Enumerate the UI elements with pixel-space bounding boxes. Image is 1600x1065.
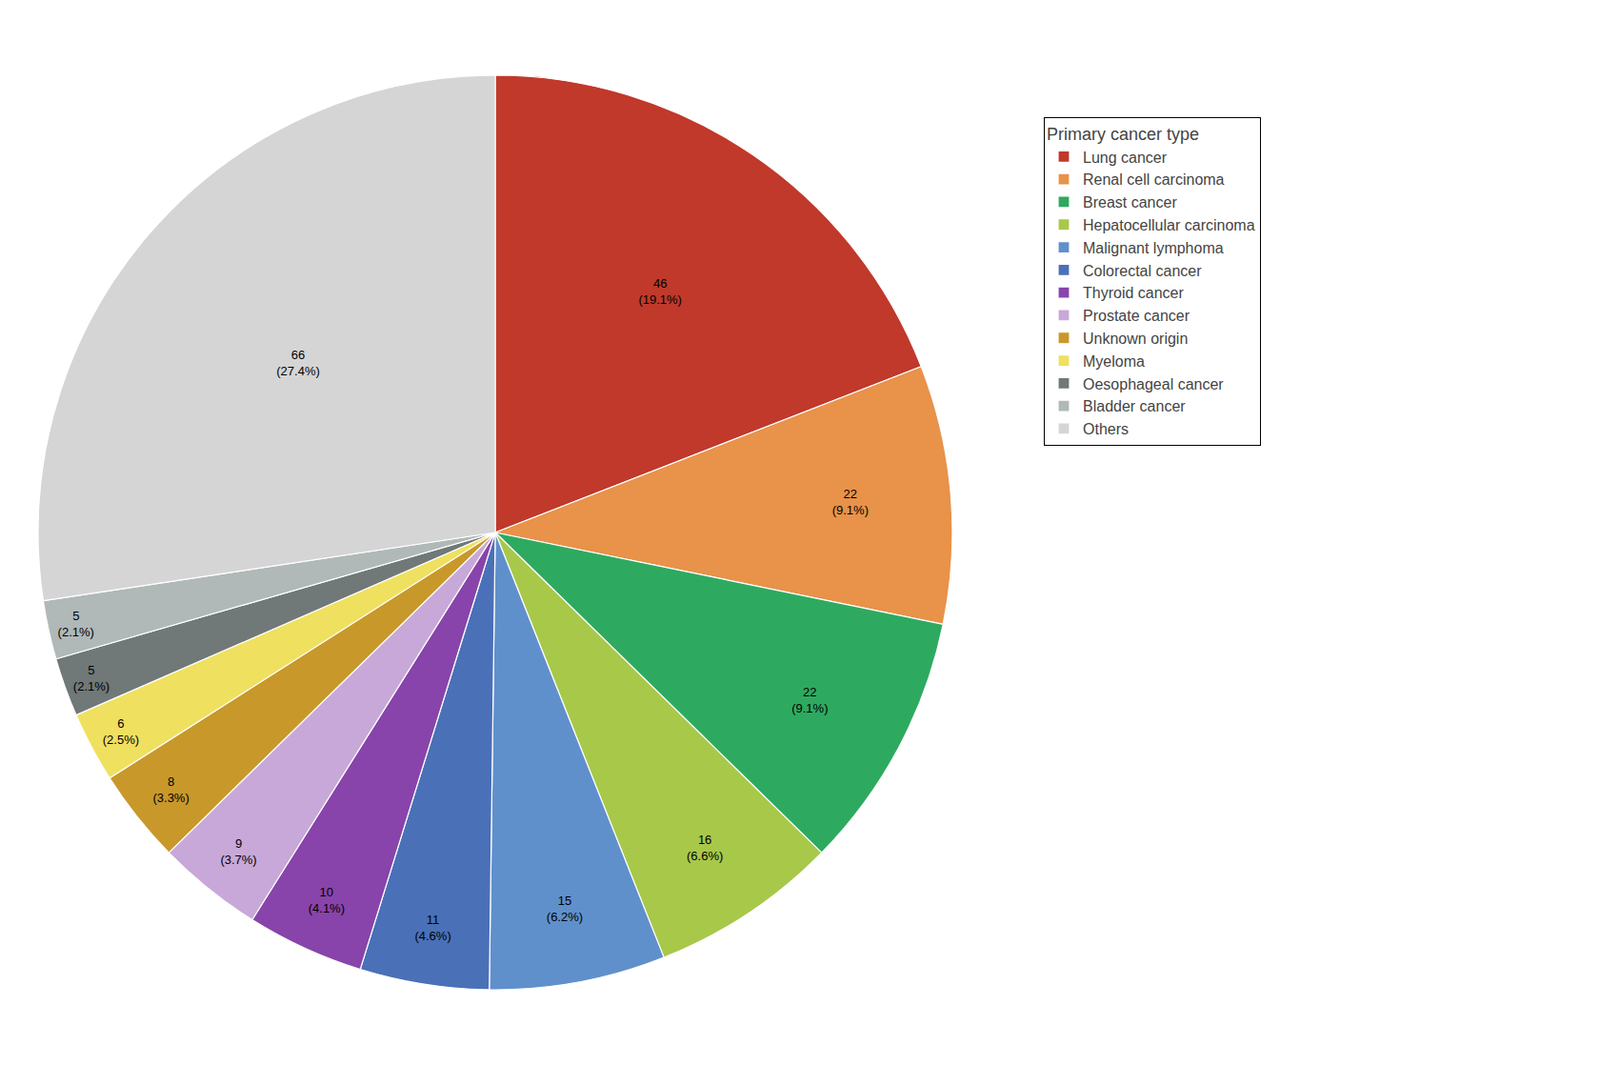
svg-text:Renal cell carcinoma: Renal cell carcinoma: [1082, 171, 1225, 188]
svg-text:16(6.6%): 16(6.6%): [686, 832, 723, 863]
svg-text:Prostate cancer: Prostate cancer: [1082, 307, 1191, 324]
svg-text:Oesophageal cancer: Oesophageal cancer: [1082, 376, 1224, 393]
svg-text:Thyroid cancer: Thyroid cancer: [1082, 284, 1184, 301]
svg-text:Lung cancer: Lung cancer: [1082, 149, 1168, 166]
svg-text:46(19.1%): 46(19.1%): [638, 276, 682, 307]
svg-text:5(2.1%): 5(2.1%): [58, 608, 95, 640]
svg-text:22(9.1%): 22(9.1%): [791, 684, 828, 716]
svg-text:Colorectal cancer: Colorectal cancer: [1082, 262, 1202, 280]
svg-text:Breast cancer: Breast cancer: [1082, 194, 1178, 211]
svg-text:10(4.1%): 10(4.1%): [308, 884, 345, 916]
svg-text:Others: Others: [1082, 420, 1129, 438]
svg-text:15(6.2%): 15(6.2%): [546, 893, 583, 924]
svg-text:5(2.1%): 5(2.1%): [73, 662, 110, 694]
svg-text:Malignant lymphoma: Malignant lymphoma: [1082, 240, 1224, 257]
svg-text:6(2.5%): 6(2.5%): [102, 716, 140, 747]
svg-text:9(3.7%): 9(3.7%): [220, 836, 257, 867]
svg-text:66(27.4%): 66(27.4%): [276, 347, 320, 379]
svg-text:Myeloma: Myeloma: [1082, 353, 1145, 370]
svg-text:8(3.3%): 8(3.3%): [152, 774, 189, 805]
svg-text:Hepatocellular carcinoma: Hepatocellular carcinoma: [1082, 217, 1256, 234]
svg-text:11(4.6%): 11(4.6%): [414, 912, 451, 943]
svg-text:Unknown origin: Unknown origin: [1082, 330, 1188, 347]
svg-text:22(9.1%): 22(9.1%): [832, 486, 869, 518]
svg-text:Bladder cancer: Bladder cancer: [1082, 398, 1186, 415]
svg-text:Primary cancer type: Primary cancer type: [1046, 124, 1200, 144]
